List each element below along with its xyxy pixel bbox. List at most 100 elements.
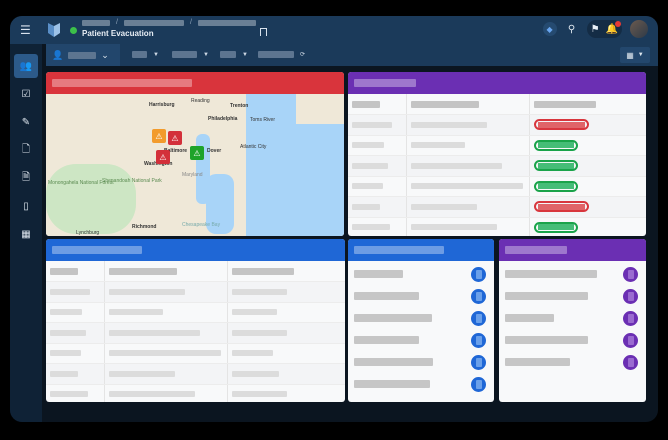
bookmark-icon[interactable] <box>260 28 267 36</box>
layout-button[interactable]: ▦ ▼ <box>620 47 650 63</box>
table-row[interactable] <box>46 384 345 402</box>
filter-dropdown[interactable]: ▼ <box>172 51 209 58</box>
chevron-down-icon: ⌄ <box>101 49 109 60</box>
sidebar-item-edit[interactable]: ✎ <box>14 110 38 134</box>
list-item[interactable] <box>348 351 494 373</box>
blue-list-panel <box>348 239 494 402</box>
table-row[interactable] <box>348 217 646 236</box>
document-icon[interactable] <box>471 376 486 392</box>
table-row[interactable] <box>46 363 345 385</box>
sidebar-item-documents[interactable]: 🗋 <box>14 138 38 162</box>
table-row[interactable] <box>46 322 345 344</box>
list-item[interactable] <box>499 285 646 307</box>
breadcrumb: / / <box>82 19 256 26</box>
table-row[interactable] <box>348 114 646 136</box>
caret-down-icon: ▼ <box>203 51 209 58</box>
checkbox-icon: ☑ <box>21 88 31 100</box>
page-title: Patient Evacuation <box>82 29 154 38</box>
warning-marker-icon[interactable]: ⚠ <box>190 146 204 160</box>
door-icon: ▯ <box>23 200 29 212</box>
sidebar-item-dashboard[interactable]: ▦ <box>14 222 38 246</box>
map[interactable]: Harrisburg Reading Trenton Philadelphia … <box>46 94 344 236</box>
status-badge <box>533 201 589 213</box>
document-icon[interactable] <box>471 354 486 370</box>
assistant-icon[interactable]: ◆ <box>542 22 557 36</box>
document-icon[interactable] <box>623 266 638 282</box>
list-item[interactable] <box>348 329 494 351</box>
document-icon[interactable] <box>623 354 638 370</box>
top-bar: ☰ / / Patient Evacuation ◆ ⚲ ⚑ 🔔 <box>10 16 658 44</box>
data-table-panel <box>46 239 345 402</box>
user-filter-dropdown[interactable]: 👤 ⌄ <box>46 44 120 66</box>
status-badge <box>533 221 578 233</box>
document-icon[interactable] <box>471 310 486 326</box>
notification-badge <box>615 20 621 27</box>
sidebar-item-people[interactable]: 👥 <box>14 54 38 78</box>
sidebar-item-tasks[interactable]: ☑ <box>14 82 38 106</box>
panel-header <box>348 72 646 94</box>
status-indicator <box>70 27 77 34</box>
avatar[interactable] <box>630 20 648 38</box>
document-icon: 🗎 <box>21 171 31 183</box>
list-item[interactable] <box>348 307 494 329</box>
document-icon[interactable] <box>471 266 486 282</box>
app-logo <box>48 23 60 37</box>
search-icon[interactable]: ⚲ <box>567 23 576 35</box>
list-item[interactable] <box>348 373 494 395</box>
dashboard-icon: ▦ <box>21 228 31 240</box>
app-window: ☰ / / Patient Evacuation ◆ ⚲ ⚑ 🔔 👥 ☑ ✎ 🗋… <box>10 16 658 422</box>
status-badge <box>533 160 578 172</box>
filter-dropdown[interactable]: ▼ <box>132 51 159 58</box>
table-row[interactable] <box>46 281 345 303</box>
breadcrumb-item[interactable] <box>197 19 256 26</box>
caret-down-icon: ▼ <box>242 51 248 58</box>
document-icon[interactable] <box>471 332 486 348</box>
document-icon[interactable] <box>623 310 638 326</box>
flag-icon[interactable]: ⚑ <box>590 23 600 35</box>
filter-bar: 👤 ⌄ ▼ ▼ ▼ ⟳ ▦ ▼ <box>46 44 658 66</box>
data-table <box>46 261 345 402</box>
breadcrumb-item[interactable] <box>123 19 184 26</box>
table-header-row <box>348 94 646 115</box>
sidebar: 👥 ☑ ✎ 🗋 🗎 ▯ ▦ <box>10 44 42 422</box>
purple-list-panel <box>499 239 646 402</box>
warning-marker-icon[interactable]: ⚠ <box>168 131 182 145</box>
people-icon: 👥 <box>19 60 33 72</box>
list-item[interactable] <box>499 263 646 285</box>
layout-icon: ▦ <box>626 50 634 60</box>
warning-marker-icon[interactable]: ⚠ <box>156 150 170 164</box>
pencil-icon: ✎ <box>21 116 31 128</box>
caret-down-icon: ▼ <box>153 51 159 58</box>
refresh-filter[interactable]: ⟳ <box>258 51 305 58</box>
table-row[interactable] <box>348 196 646 218</box>
list-item[interactable] <box>499 307 646 329</box>
filter-dropdown[interactable]: ▼ <box>220 51 248 58</box>
menu-icon[interactable]: ☰ <box>20 23 31 37</box>
table-row[interactable] <box>46 302 345 323</box>
list-item[interactable] <box>499 351 646 373</box>
panel-header <box>46 239 345 261</box>
breadcrumb-item[interactable] <box>82 19 110 26</box>
panel-header <box>46 72 344 94</box>
notification-group: ⚑ 🔔 <box>586 20 622 38</box>
bell-icon[interactable]: 🔔 <box>606 20 621 35</box>
sidebar-item-exit[interactable]: ▯ <box>14 194 38 218</box>
status-badge <box>533 139 578 151</box>
table-row[interactable] <box>348 155 646 177</box>
status-badge <box>533 180 578 192</box>
list-item[interactable] <box>499 329 646 351</box>
list-item[interactable] <box>348 285 494 307</box>
warning-marker-icon[interactable]: ⚠ <box>152 129 166 143</box>
table-row[interactable] <box>348 135 646 156</box>
document-icon[interactable] <box>471 288 486 304</box>
table-header-row <box>46 261 345 282</box>
list <box>499 261 646 373</box>
document-icon[interactable] <box>623 288 638 304</box>
status-table-panel <box>348 72 646 236</box>
refresh-icon[interactable]: ⟳ <box>300 52 306 58</box>
sidebar-item-document[interactable]: 🗎 <box>14 166 38 190</box>
list-item[interactable] <box>348 263 494 285</box>
document-icon[interactable] <box>623 332 638 348</box>
table-row[interactable] <box>46 343 345 364</box>
table-row[interactable] <box>348 176 646 197</box>
